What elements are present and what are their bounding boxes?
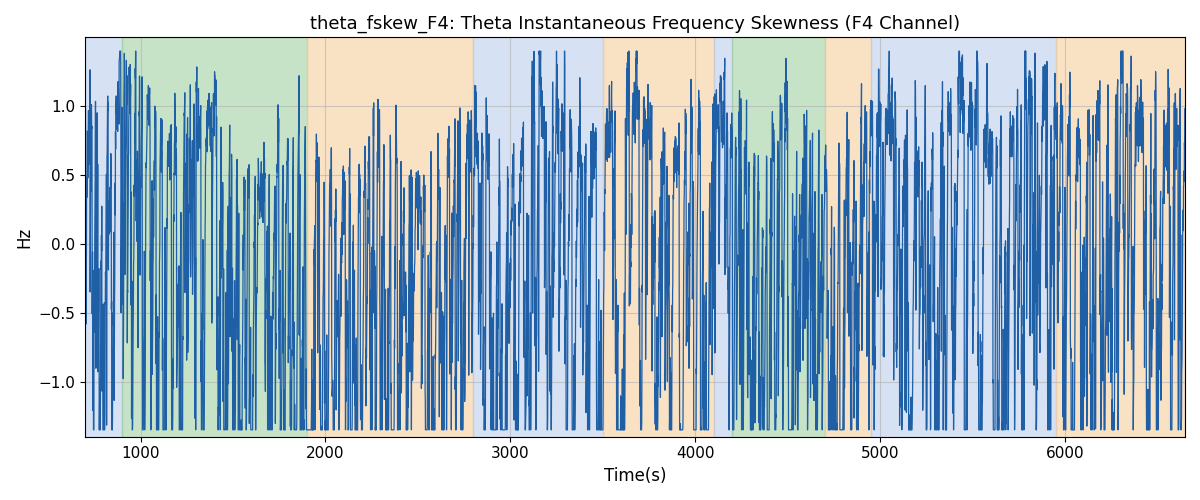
Bar [714, 38, 732, 436]
Bar [732, 38, 824, 436]
Bar [473, 38, 602, 436]
Bar [85, 38, 122, 436]
Bar [1056, 38, 1186, 436]
Bar [824, 38, 871, 436]
Y-axis label: Hz: Hz [14, 226, 32, 248]
X-axis label: Time(s): Time(s) [604, 467, 666, 485]
Bar [307, 38, 473, 436]
Title: theta_fskew_F4: Theta Instantaneous Frequency Skewness (F4 Channel): theta_fskew_F4: Theta Instantaneous Freq… [310, 15, 960, 34]
Bar [122, 38, 307, 436]
Bar [602, 38, 714, 436]
Bar [871, 38, 1056, 436]
